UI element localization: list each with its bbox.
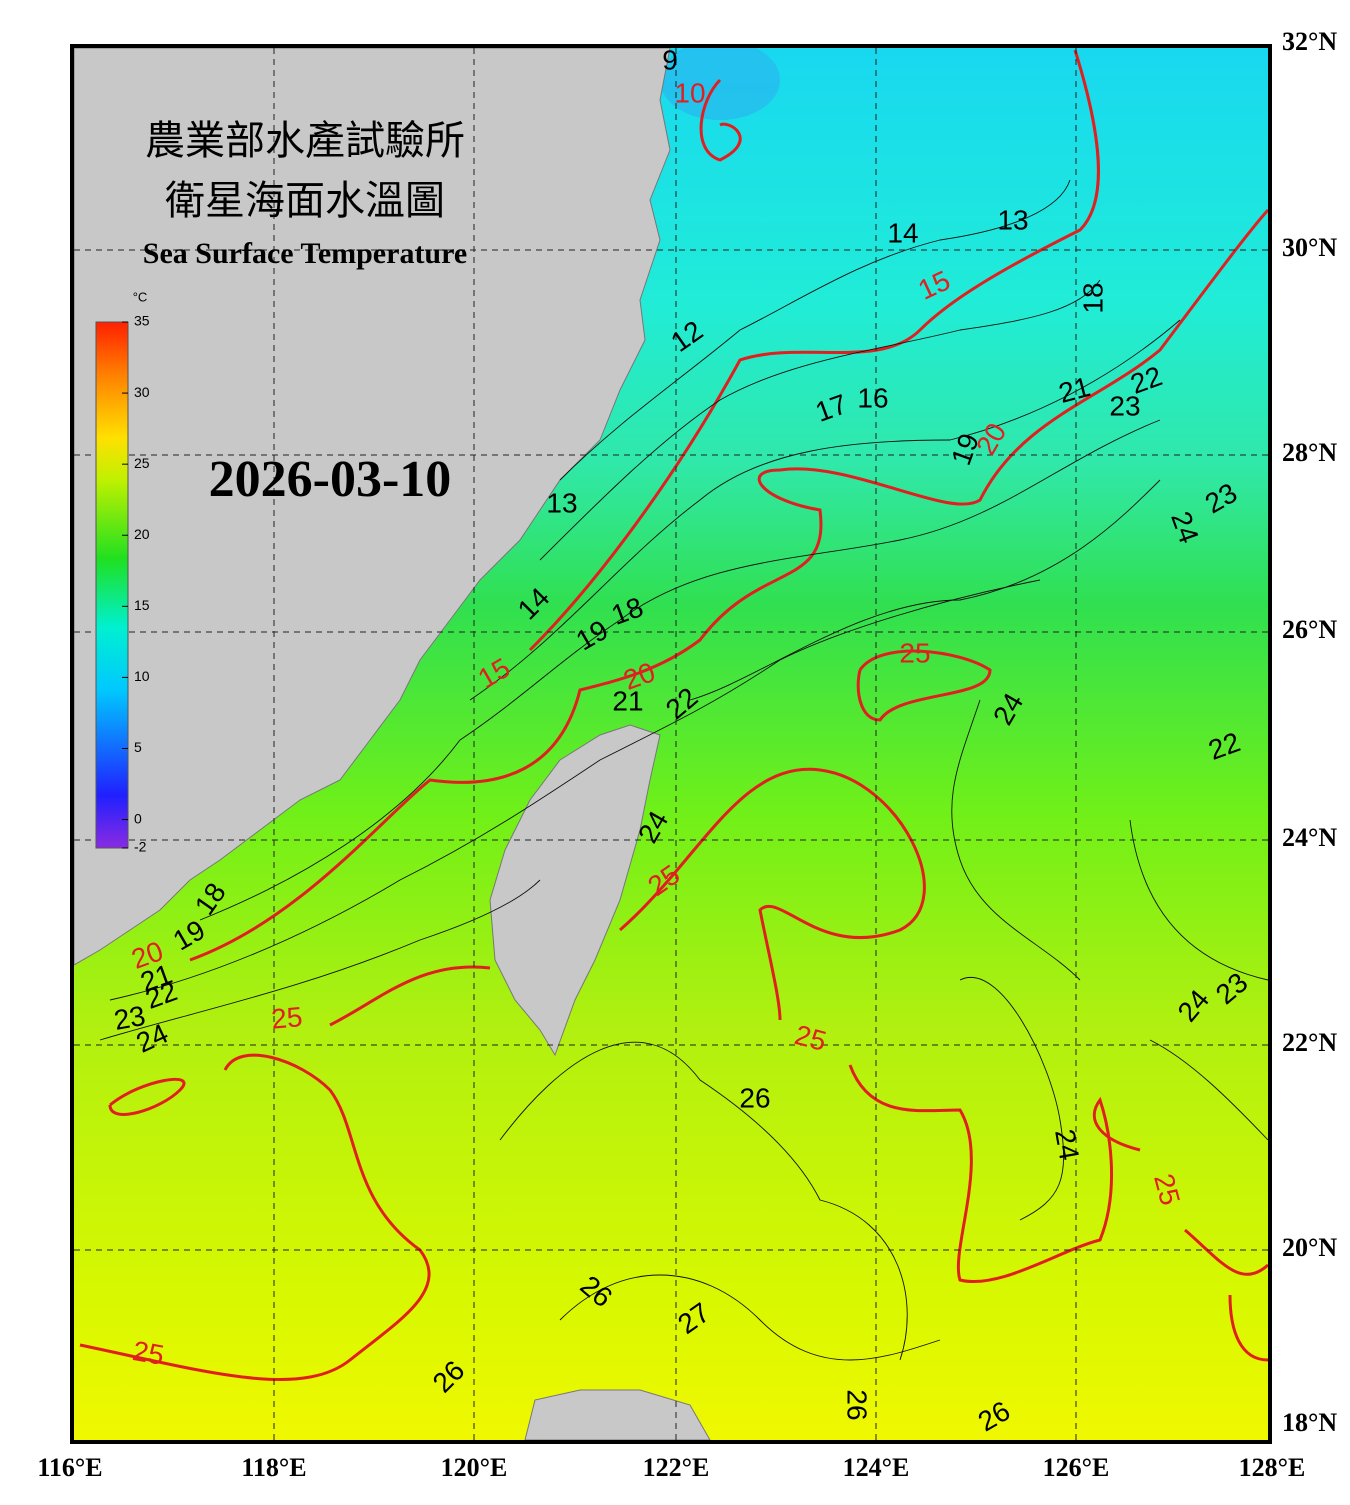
contour-label: 26 bbox=[842, 1389, 873, 1420]
black-contours bbox=[99, 179, 1268, 1361]
contour-label: 9 bbox=[662, 44, 678, 75]
contour-label: 25 bbox=[899, 637, 930, 668]
lat-label: 20°N bbox=[1282, 1233, 1337, 1262]
lon-label: 116°E bbox=[37, 1453, 102, 1482]
lat-label: 24°N bbox=[1282, 823, 1337, 852]
colorbar-unit: °C bbox=[133, 289, 148, 304]
contour-label: 10 bbox=[674, 77, 705, 108]
colorbar-tick-label: 20 bbox=[134, 526, 150, 542]
contour-label: 25 bbox=[270, 1001, 304, 1035]
contour-label: 25 bbox=[130, 1335, 166, 1371]
lat-label: 26°N bbox=[1282, 615, 1337, 644]
contour-label: 26 bbox=[739, 1082, 770, 1113]
taiwan bbox=[489, 724, 661, 1057]
title-line: 衛星海面水溫圖 bbox=[165, 178, 445, 223]
red-contours bbox=[79, 49, 1268, 1381]
lon-label: 124°E bbox=[843, 1453, 910, 1482]
contour-label: 21 bbox=[612, 685, 643, 716]
contour-label: 23 bbox=[1109, 390, 1140, 421]
contour-label: 18 bbox=[1077, 282, 1108, 313]
colorbar bbox=[95, 321, 129, 849]
colorbar-tick-label: 5 bbox=[134, 739, 142, 755]
lat-label: 32°N bbox=[1282, 27, 1337, 56]
colorbar-tick-label: -2 bbox=[134, 839, 147, 855]
colorbar-tick-label: 0 bbox=[134, 810, 142, 826]
colorbar-tick-label: 10 bbox=[134, 668, 150, 684]
date: 2026-03-10 bbox=[209, 451, 452, 508]
contour-label: 13 bbox=[546, 487, 577, 518]
colorbar-tick-label: 30 bbox=[134, 384, 150, 400]
lat-label: 28°N bbox=[1282, 438, 1337, 467]
lat-label: 22°N bbox=[1282, 1028, 1337, 1057]
lon-label: 120°E bbox=[441, 1453, 508, 1482]
contour-label: 23 bbox=[112, 1000, 148, 1036]
contour-label: 24 bbox=[1049, 1127, 1085, 1163]
contour-label: 14 bbox=[887, 217, 918, 248]
colorbar-tick-label: 25 bbox=[134, 455, 150, 471]
subtitle: Sea Surface Temperature bbox=[143, 237, 467, 270]
title-line: 農業部水產試驗所 bbox=[145, 118, 465, 163]
contour-label: 16 bbox=[857, 382, 888, 413]
lat-label: 30°N bbox=[1282, 233, 1337, 262]
lon-label: 122°E bbox=[643, 1453, 710, 1482]
colorbar-tick-label: 15 bbox=[134, 597, 150, 613]
lon-label: 128°E bbox=[1239, 1453, 1306, 1482]
contour-label: 13 bbox=[997, 204, 1028, 235]
colorbar-tick-label: 35 bbox=[134, 313, 150, 329]
cold-water bbox=[660, 48, 780, 120]
graticule bbox=[74, 48, 1268, 1440]
lon-label: 118°E bbox=[241, 1453, 306, 1482]
lon-label: 126°E bbox=[1043, 1453, 1110, 1482]
china-coast bbox=[74, 48, 671, 966]
luzon bbox=[524, 1389, 711, 1440]
lat-label: 18°N bbox=[1282, 1408, 1337, 1437]
